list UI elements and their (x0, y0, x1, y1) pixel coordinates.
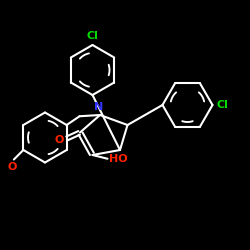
Text: O: O (54, 135, 64, 145)
Text: O: O (7, 162, 16, 172)
Text: Cl: Cl (86, 31, 99, 41)
Text: Cl: Cl (216, 100, 228, 110)
Text: N: N (94, 102, 104, 113)
Text: HO: HO (109, 154, 127, 164)
